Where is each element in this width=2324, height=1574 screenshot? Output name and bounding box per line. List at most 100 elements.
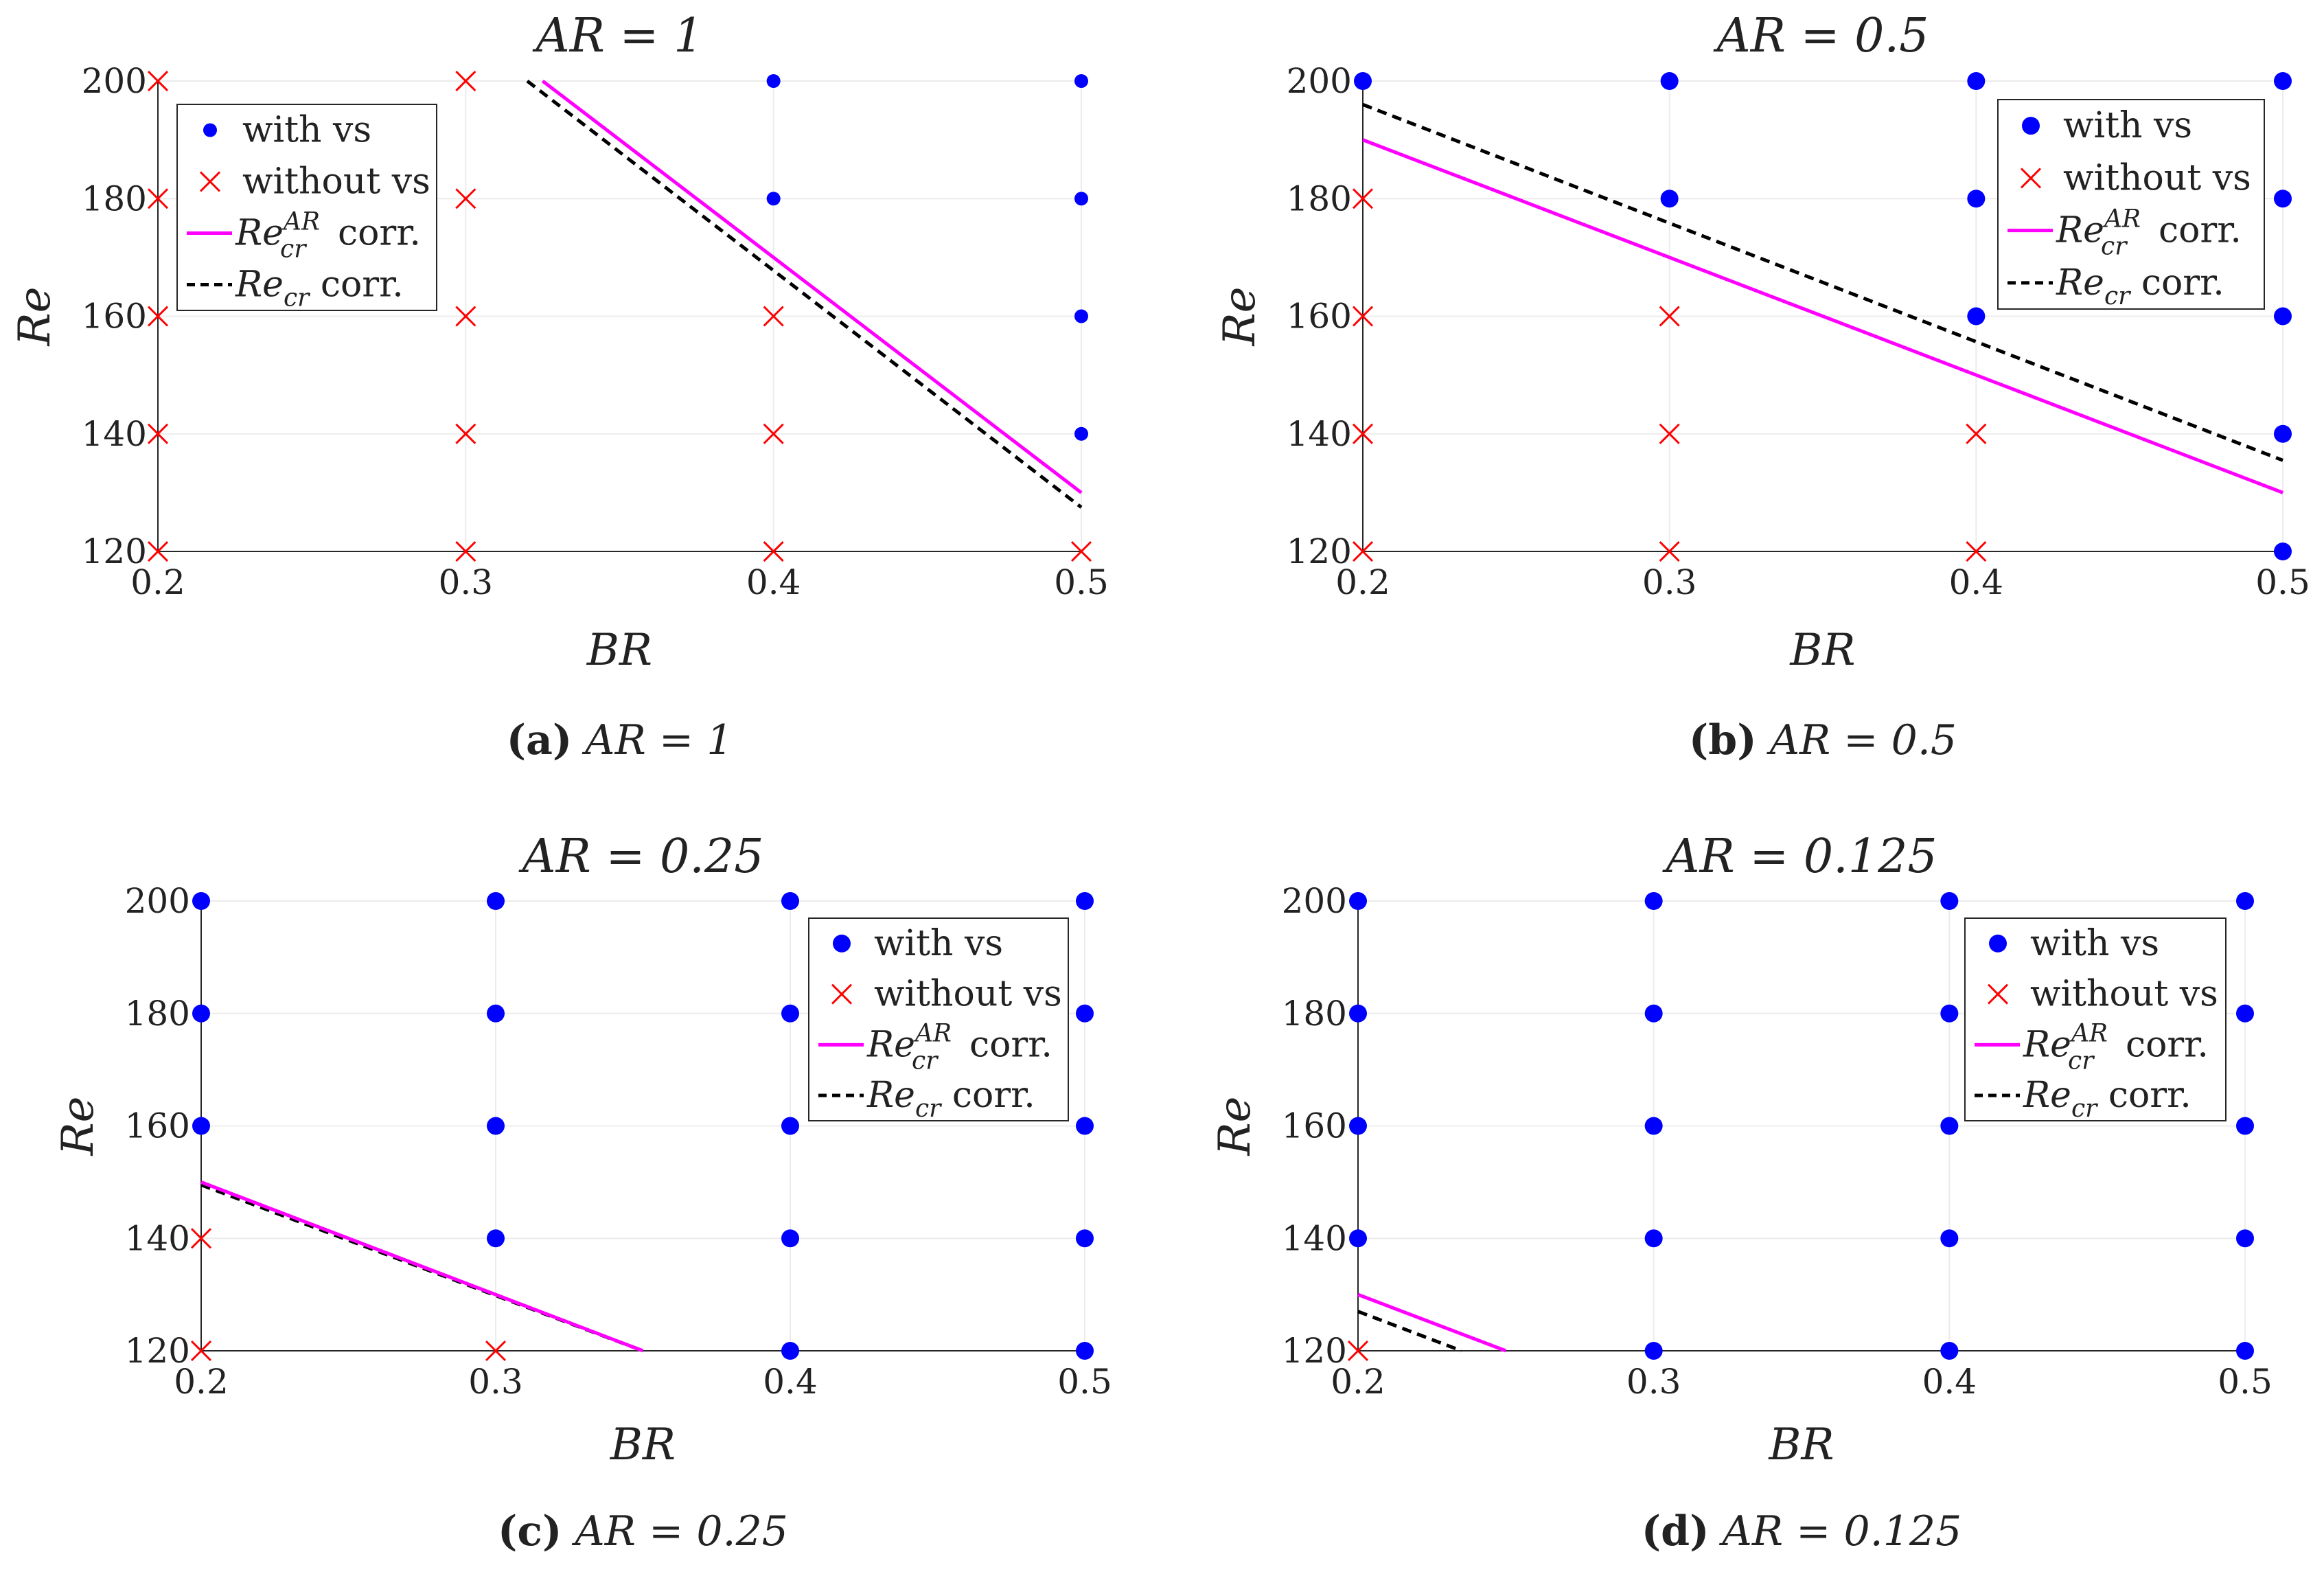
cross-stroke <box>455 423 476 444</box>
with-vs-marker <box>2274 307 2292 326</box>
with-vs-marker <box>2236 1004 2254 1023</box>
legend-ar-corr-label: ReAR cr corr. <box>2023 1019 2209 1075</box>
cross-stroke <box>147 423 169 444</box>
without-vs-marker <box>1659 540 1680 562</box>
with-vs-marker <box>1354 72 1372 90</box>
legend-with-vs-label: with vs <box>874 923 1003 964</box>
legend-without-vs-label: without vs <box>2030 974 2218 1015</box>
figure-caption: (a) AR = 1 <box>507 716 733 764</box>
legend-with-vs-label: with vs <box>242 110 371 151</box>
x-tick-label: 0.5 <box>2218 1362 2273 1402</box>
x-tick-label: 0.3 <box>468 1362 523 1402</box>
x-axis-label: BR <box>1789 625 1855 676</box>
series-re-cr-ar-corr-line <box>541 80 1083 494</box>
cross-stroke <box>1659 306 1680 327</box>
without-vs-marker <box>190 1228 212 1249</box>
caption-text: AR = 1 <box>572 716 733 764</box>
legend-without-vs-label: without vs <box>2063 157 2251 198</box>
with-vs-marker <box>766 74 781 88</box>
chart-title: AR = 0.5 <box>1713 9 1929 63</box>
cross-stroke <box>1352 188 1374 209</box>
legend-cr-corr-main: Re <box>2056 262 2104 304</box>
chart-title: AR = 0.25 <box>518 830 764 884</box>
legend-ar-corr-suffix: corr. <box>2114 1024 2209 1065</box>
legend-ar-corr-sup: AR <box>2102 205 2141 233</box>
cross-stroke <box>1352 423 1374 444</box>
with-vs-marker <box>781 1117 799 1135</box>
with-vs-marker <box>781 1004 799 1023</box>
caption-letter: (d) <box>1642 1507 1710 1555</box>
y-tick-label: 180 <box>1287 179 1352 218</box>
with-vs-marker <box>1967 190 1986 208</box>
without-vs-marker <box>1352 306 1374 327</box>
with-vs-marker <box>192 1004 210 1023</box>
without-vs-marker <box>1352 540 1374 562</box>
with-vs-marker <box>1076 892 1094 910</box>
with-vs-marker <box>2236 1229 2254 1248</box>
with-vs-marker <box>1644 1004 1663 1023</box>
legend-cr-corr-suffix: corr. <box>309 264 404 306</box>
without-vs-marker <box>1352 188 1374 209</box>
cross-stroke <box>147 70 169 92</box>
panel-d: 0.2 0.3 0.4 0.5 120 140 160 180 200 BR Re AR = 0.12… <box>1210 830 2273 1555</box>
legend-cr-corr-sub: cr <box>284 284 310 312</box>
with-vs-marker <box>1349 1004 1367 1023</box>
x-tick-label: 0.4 <box>1949 562 2004 602</box>
with-vs-marker <box>1074 426 1088 441</box>
legend-ar-corr-sub: cr <box>912 1047 939 1075</box>
y-axis-label: Re <box>1215 286 1265 346</box>
chart-title: AR = 0.125 <box>1661 830 1937 884</box>
x-tick-label: 0.2 <box>130 562 185 602</box>
y-axis-label: Re <box>1210 1096 1261 1156</box>
y-tick-label: 180 <box>82 179 147 218</box>
without-vs-marker <box>147 70 169 92</box>
legend-ar-corr-sup: AR <box>913 1019 952 1047</box>
without-vs-marker <box>190 1340 212 1362</box>
series-re-cr-corr-line <box>526 80 1083 509</box>
without-vs-marker <box>1966 423 1987 444</box>
cross-stroke <box>763 423 784 444</box>
figure-caption: (b) AR = 0.5 <box>1689 716 1957 764</box>
without-vs-marker <box>147 306 169 327</box>
y-tick-label: 200 <box>82 61 147 101</box>
with-vs-marker <box>1349 1229 1367 1248</box>
without-vs-marker <box>1352 423 1374 444</box>
y-tick-label: 180 <box>125 994 190 1034</box>
legend-without-vs-marker <box>2020 168 2042 189</box>
with-vs-marker <box>1660 190 1679 208</box>
with-vs-marker <box>487 1229 505 1248</box>
without-vs-marker <box>1659 423 1680 444</box>
with-vs-marker <box>1349 892 1367 910</box>
legend-ar-corr-sup: AR <box>2069 1019 2108 1047</box>
without-vs-marker <box>763 540 784 562</box>
legend-with-vs-label: with vs <box>2030 923 2159 964</box>
with-vs-marker <box>1349 1117 1367 1135</box>
y-axis-label: Re <box>53 1096 104 1156</box>
with-vs-marker <box>1967 307 1986 326</box>
legend-without-vs-marker <box>1987 983 2009 1005</box>
legend-ar-corr-label: ReAR cr corr. <box>2056 205 2242 261</box>
legend-ar-corr-sub: cr <box>2068 1047 2095 1075</box>
with-vs-marker <box>192 1117 210 1135</box>
x-tick-label: 0.2 <box>174 1362 229 1402</box>
with-vs-marker <box>1660 72 1679 90</box>
legend-without-vs-marker <box>199 171 221 192</box>
cross-stroke <box>147 540 169 562</box>
legend-ar-corr-suffix: corr. <box>958 1024 1052 1065</box>
legend-with-vs-marker <box>203 123 217 137</box>
with-vs-marker <box>766 192 781 206</box>
caption-letter: (c) <box>498 1507 562 1555</box>
y-tick-label: 160 <box>82 297 147 337</box>
cross-stroke <box>147 306 169 327</box>
legend-cr-corr-suffix: corr. <box>2097 1075 2191 1116</box>
y-tick-label: 200 <box>125 881 190 921</box>
cross-stroke <box>1966 540 1987 562</box>
x-tick-label: 0.2 <box>1335 562 1390 602</box>
cross-stroke <box>1352 540 1374 562</box>
series-re-cr-corr-line <box>1362 102 2283 462</box>
with-vs-marker <box>1074 309 1088 323</box>
series-re-cr-corr-line <box>1357 1310 1462 1353</box>
with-vs-marker <box>781 1342 799 1360</box>
